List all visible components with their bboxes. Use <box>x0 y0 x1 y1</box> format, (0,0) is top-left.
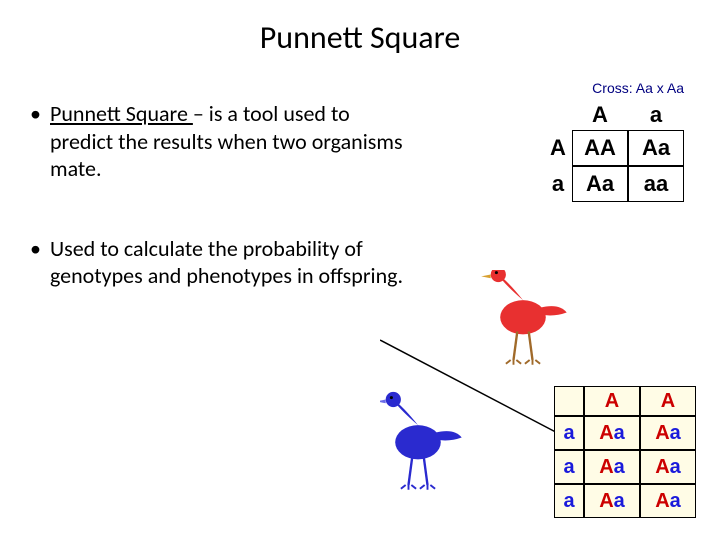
ps2-cell-20: Aa <box>584 484 640 518</box>
ps1-cell-10: Aa <box>572 166 628 202</box>
bullet-1-term: Punnett Square <box>50 100 193 127</box>
ps1-corner <box>544 100 572 130</box>
ps1-cell-01: Aa <box>628 130 684 166</box>
ps2-cell-00: Aa <box>584 416 640 450</box>
ps1-grid: A a A AA Aa a Aa aa <box>544 100 684 202</box>
ps2-col-0: A <box>584 386 640 416</box>
red-bird-icon <box>481 270 567 365</box>
ps2-cell-10: Aa <box>584 450 640 484</box>
cross-label: Cross: Aa x Aa <box>544 80 684 96</box>
ps2-col-1: A <box>640 386 696 416</box>
ps2-corner <box>554 386 584 416</box>
ps1-cell-11: aa <box>628 166 684 202</box>
punnett-square-1: Cross: Aa x Aa A a A AA Aa a Aa aa <box>544 80 684 202</box>
ps1-row-1: a <box>544 166 572 202</box>
page-title: Punnett Square <box>0 0 720 57</box>
bullet-1: Punnett Square – is a tool used to predi… <box>30 100 410 183</box>
ps2-cell-01: Aa <box>640 416 696 450</box>
ps1-col-0: A <box>572 100 628 130</box>
punnett-square-2: A A a Aa Aa a Aa Aa a Aa Aa <box>554 386 696 518</box>
ps2-cell-11: Aa <box>640 450 696 484</box>
ps2-row-0: a <box>554 416 584 450</box>
bullet-2: Used to calculate the probability of gen… <box>30 235 410 290</box>
ps1-col-1: a <box>628 100 684 130</box>
ps1-cell-00: AA <box>572 130 628 166</box>
bullet-list: Punnett Square – is a tool used to predi… <box>30 100 410 342</box>
ps1-row-0: A <box>544 130 572 166</box>
blue-bird-icon <box>380 392 462 490</box>
ps2-row-1: a <box>554 450 584 484</box>
ps2-cell-21: Aa <box>640 484 696 518</box>
ps2-grid: A A a Aa Aa a Aa Aa a Aa Aa <box>554 386 696 518</box>
ps2-row-2: a <box>554 484 584 518</box>
